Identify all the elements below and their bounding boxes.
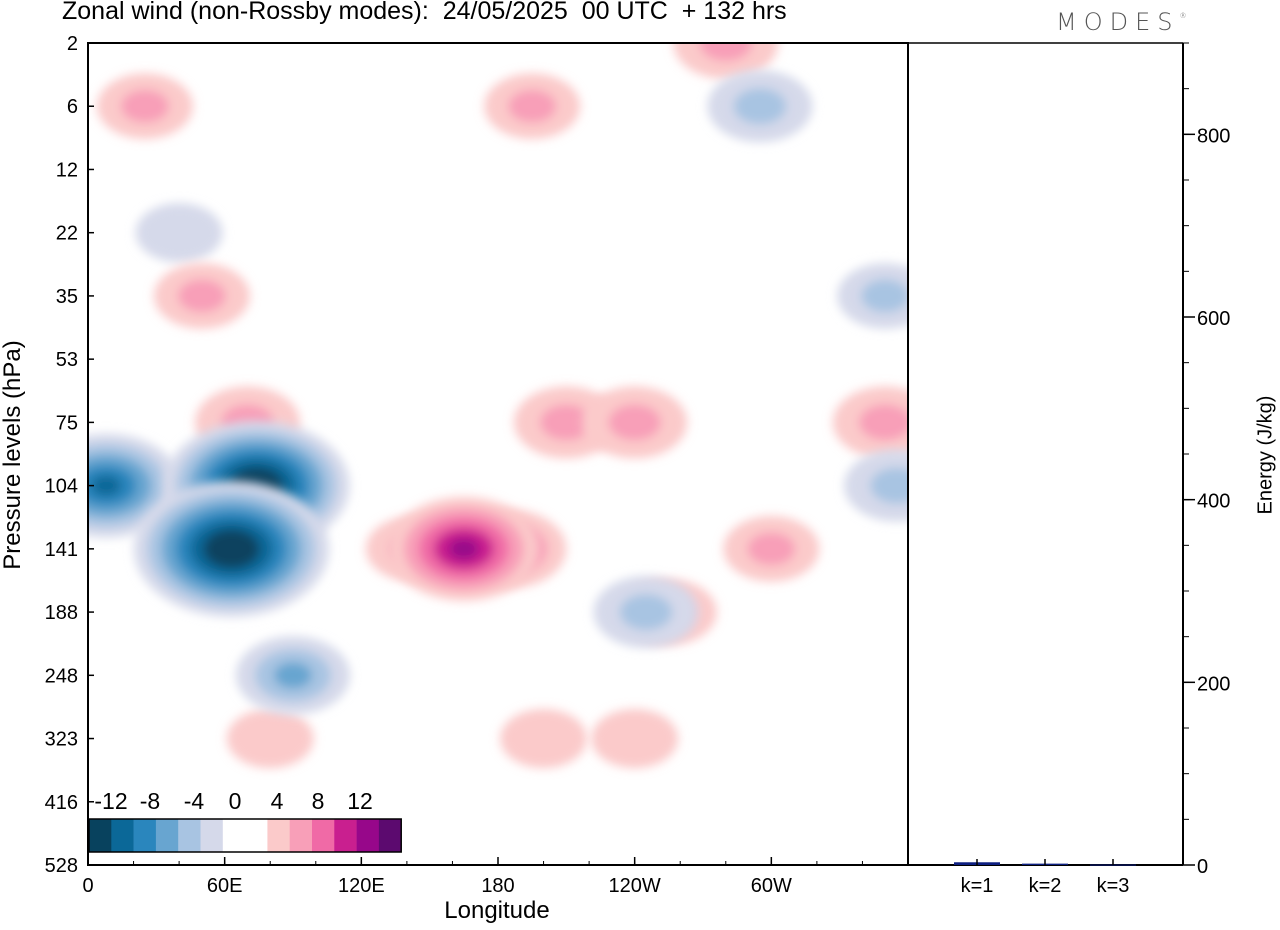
brand-text: MODES: [1056, 8, 1180, 36]
contour-blob: [870, 467, 908, 504]
y-tick-label: 188: [45, 602, 78, 624]
y-tick-label: 53: [56, 349, 78, 371]
colorbar-border: [88, 818, 402, 853]
y-tick-label: 6: [67, 96, 78, 118]
colorbar-swatch: [222, 819, 246, 852]
colorbar-swatch: [111, 819, 134, 852]
heatmap-feature: [236, 636, 350, 715]
y-tick-label: 416: [45, 792, 78, 814]
colorbar: -12 -8 -4 0 4 8 12: [88, 788, 402, 853]
heatmap-feature: [723, 516, 820, 582]
heatmap-feature: [673, 43, 779, 79]
energy-bar-chart: k=1 k=2 k=3: [954, 859, 1136, 897]
colorbar-swatch: [155, 819, 179, 852]
x-tick-label: 0: [82, 875, 93, 897]
colorbar-swatch: [133, 819, 157, 852]
contour-blob: [120, 89, 169, 123]
heatmap-feature: [96, 73, 193, 140]
bar-category-label: k=3: [1097, 875, 1130, 897]
energy-tick-label: 200: [1197, 673, 1230, 695]
y-tick-label: 22: [56, 223, 78, 245]
energy-tick-label: 0: [1197, 856, 1208, 878]
colorbar-label: -4: [184, 788, 205, 814]
x-tick-label: 60W: [751, 875, 792, 897]
registered-mark: ®: [1179, 12, 1187, 20]
x-tick-label: 120E: [338, 875, 385, 897]
y-tick-label: 35: [56, 286, 78, 308]
heatmap-feature: [832, 386, 908, 459]
x-tick-label: 60E: [207, 875, 243, 897]
colorbar-swatch: [200, 819, 224, 852]
y-tick-label: 528: [45, 855, 78, 877]
colorbar-label: 4: [271, 788, 284, 814]
x-axis-label: Longitude: [444, 897, 550, 924]
heatmap-feature: [134, 480, 329, 617]
contour-blob: [699, 43, 753, 61]
colorbar-swatch: [245, 819, 268, 852]
contour-blob: [500, 708, 588, 769]
contour-blob: [861, 279, 908, 313]
y-tick-label: 141: [45, 539, 78, 561]
heatmap-feature: [593, 576, 699, 649]
modes-logo: MODES®: [1056, 8, 1186, 36]
contour-blob: [91, 475, 122, 497]
energy-tick-label: 600: [1197, 308, 1230, 330]
bar-category-label: k=2: [1029, 875, 1062, 897]
contour-blob: [177, 279, 226, 313]
heatmap-feature: [582, 386, 688, 459]
contour-blob: [733, 88, 787, 125]
heatmap-feature: [591, 708, 679, 769]
energy-tick-label: 400: [1197, 491, 1230, 513]
colorbar-swatch: [267, 819, 290, 852]
x-tick-label: 120W: [609, 875, 661, 897]
contour-blob: [135, 203, 223, 263]
contour-blob: [226, 708, 314, 769]
heatmap-feature: [388, 496, 539, 601]
energy-tick-label: 800: [1197, 125, 1230, 147]
colorbar-label: -8: [140, 788, 160, 814]
bar-category-label: k=1: [961, 875, 994, 897]
y-tick-label: 323: [45, 729, 78, 751]
y-tick-label: 12: [56, 159, 78, 181]
chart-title: Zonal wind (non-Rossby modes): 24/05/202…: [62, 0, 787, 25]
heatmap-feature: [484, 73, 581, 140]
contour-blob: [217, 539, 246, 559]
contour-blob: [858, 404, 908, 441]
colorbar-swatch: [289, 819, 313, 852]
heatmap-feature: [153, 263, 250, 329]
contour-blob: [619, 594, 673, 631]
y-tick-label: 248: [45, 665, 78, 687]
colorbar-swatch: [178, 819, 201, 852]
contour-blob: [540, 404, 593, 441]
contour-blob: [608, 404, 661, 441]
heatmap-feature: [500, 708, 588, 769]
x-tick-label: 180: [481, 875, 514, 897]
colorbar-label: 0: [229, 788, 242, 814]
y-tick-label: 2: [67, 33, 78, 55]
heatmap-feature: [707, 70, 813, 143]
contour-blob: [508, 89, 557, 123]
colorbar-label: 8: [312, 788, 325, 814]
colorbar-swatch: [312, 819, 335, 852]
contour-blob: [448, 538, 479, 560]
heatmap-feature: [837, 263, 908, 329]
heatmap-feature: [844, 449, 908, 522]
colorbar-swatch: [356, 819, 380, 852]
y-tick-label: 104: [45, 476, 78, 498]
colorbar-swatch: [89, 819, 112, 852]
contour-blob: [591, 708, 679, 769]
contour-blob: [274, 662, 312, 689]
energy-bar: [1090, 864, 1136, 866]
heatmap-feature: [135, 203, 223, 263]
colorbar-label: -12: [94, 788, 127, 814]
colorbar-swatch: [378, 819, 402, 852]
colorbar-swatch: [334, 819, 357, 852]
heatmap-feature: [226, 708, 314, 769]
y-tick-label: 75: [56, 412, 78, 434]
contour-blob: [747, 532, 796, 566]
heatmap-area: [88, 43, 908, 769]
colorbar-label: 12: [347, 788, 373, 814]
